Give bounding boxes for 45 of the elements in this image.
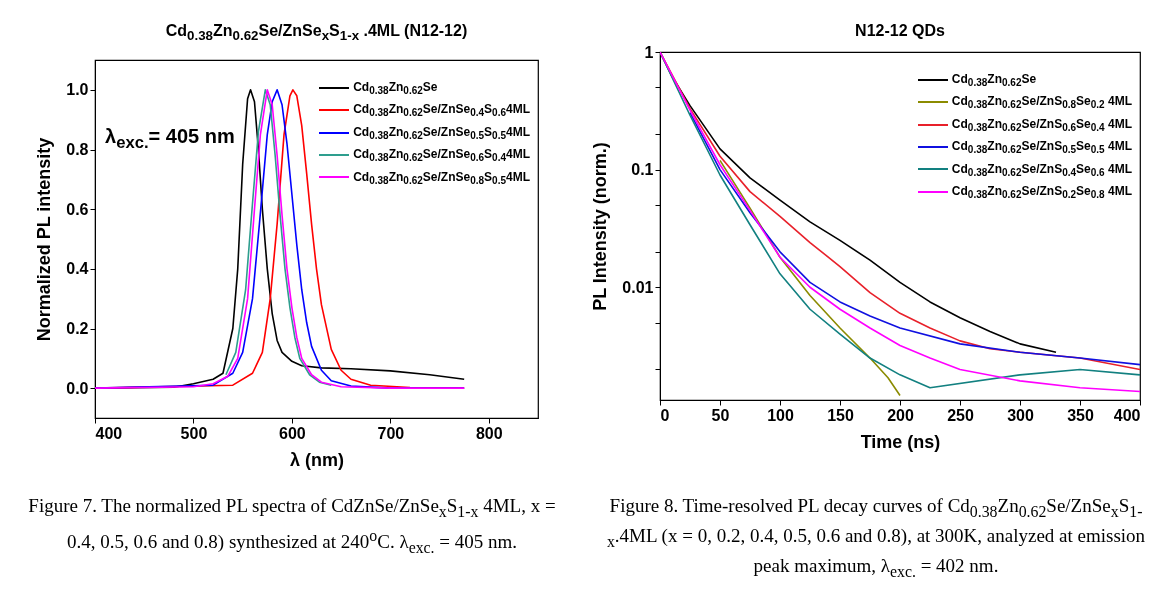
y-tick-label: 0.6 (66, 200, 89, 218)
text: Cd$_{0.38}$Zn$_{0.62}$Se/ZnS$_{0.8}$Se$_{0.2}$ 4ML (951, 94, 1132, 111)
x-tick-label: 100 (767, 406, 794, 424)
y-tick-label: 0.8 (66, 141, 89, 158)
line-series (689, 111, 1140, 366)
x-tick-label: 300 (1007, 406, 1034, 424)
x-tick-label: 600 (279, 424, 306, 442)
text: Figure 7. The normalized PL spectra of CdZnSe/ZnSe$_{x}$S$_{1-x}$ 4ML, x = 0.4, 0.5, 0.6 and 0.8) synthesized at 240$^{o}$C. λ$_{exc.}$ = 405 nm. (28, 495, 556, 556)
x-tick-label: 400 (1113, 406, 1141, 424)
x-tick-label: 350 (1067, 406, 1094, 424)
x-tick-label: 800 (475, 424, 503, 442)
text: Cd$_{0.38}$Zn$_{0.62}$Se/ZnS$_{0.6}$Se$_{0.4}$ 4ML (951, 116, 1132, 134)
legend-label: Cd$_{0.38}$Zn$_{0.62}$Se (353, 80, 438, 97)
text: Cd$_{0.38}$Zn$_{0.62}$Se/ZnS$_{0.4}$Se$_{0.6}$ 4ML (951, 161, 1132, 178)
x-tick-label: 150 (827, 406, 854, 424)
y-axis-title: PL Intensity (norm.) (590, 142, 611, 311)
y-axis-title: Normalized PL intensity (34, 137, 55, 342)
x-tick-label: 400 (95, 424, 123, 442)
text: Cd$_{0.38}$Zn$_{0.62}$Se/ZnS$_{0.5}$Se$_{0.5}$ 4ML (951, 139, 1132, 156)
y-tick-label: 0.1 (631, 161, 654, 179)
text: Cd$_{0.38}$Zn$_{0.62}$Se/ZnS$_{0.2}$Se$_{0.8}$ 4ML (951, 183, 1132, 201)
text: Cd$_{0.38}$Zn$_{0.62}$Se/ZnSe$_{0.5}$S$_{0.5}$4ML (353, 124, 530, 142)
x-tick-label: 250 (947, 406, 974, 424)
y-tick-label: 1.0 (66, 81, 89, 99)
text: Cd$_{0.38}$Zn$_{0.62}$Se/ZnSe$_{0.8}$S$_{0.5}$4ML (353, 169, 530, 186)
x-tick-label: 500 (180, 424, 208, 442)
chart-title: Cd$_{0.38}$Zn$_{0.62}$Se/ZnSe$_{x}$S$_{1-x}$ .4ML (N12-12) (165, 22, 468, 44)
chart-title: N12-12 QDs (854, 22, 946, 40)
x-tick-label: 0 (660, 406, 670, 424)
y-tick-label: 0.4 (66, 260, 89, 278)
x-axis-title: Time (ns) (860, 431, 941, 452)
legend-label: Cd$_{0.38}$Zn$_{0.62}$Se (951, 72, 1037, 89)
text: Figure 8. Time-resolved PL decay curves of Cd$_{0.38}$Zn$_{0.62}$Se/ZnSe$_{x}$S$_{1-}$$_{x}$.4ML (x = 0, 0.2, 0.4, 0.5, 0.6 and 0.8), at 300K, analyzed at emission peak maximum, λ$_{exc.}$ = 402 nm. (606, 495, 1146, 580)
text: Cd$_{0.38}$Zn$_{0.62}$Se/ZnSe$_{0.4}$S$_{0.6}$4ML (353, 102, 530, 119)
text: Cd$_{0.38}$Zn$_{0.62}$Se/ZnSe$_{0.6}$S$_{0.4}$4ML (353, 147, 530, 164)
y-tick-label: 0.2 (66, 320, 89, 337)
y-tick-label: 1 (644, 43, 654, 61)
x-tick-label: 50 (711, 406, 730, 424)
x-tick-label: 700 (377, 424, 405, 442)
annotation: λ$_{exc.}$= 405 nm (105, 125, 235, 153)
y-tick-label: 0.0 (66, 379, 89, 397)
y-tick-label: 0.01 (622, 278, 654, 296)
x-axis-title: λ (nm) (290, 449, 345, 470)
x-tick-label: 200 (887, 406, 914, 424)
line-series (719, 159, 901, 397)
